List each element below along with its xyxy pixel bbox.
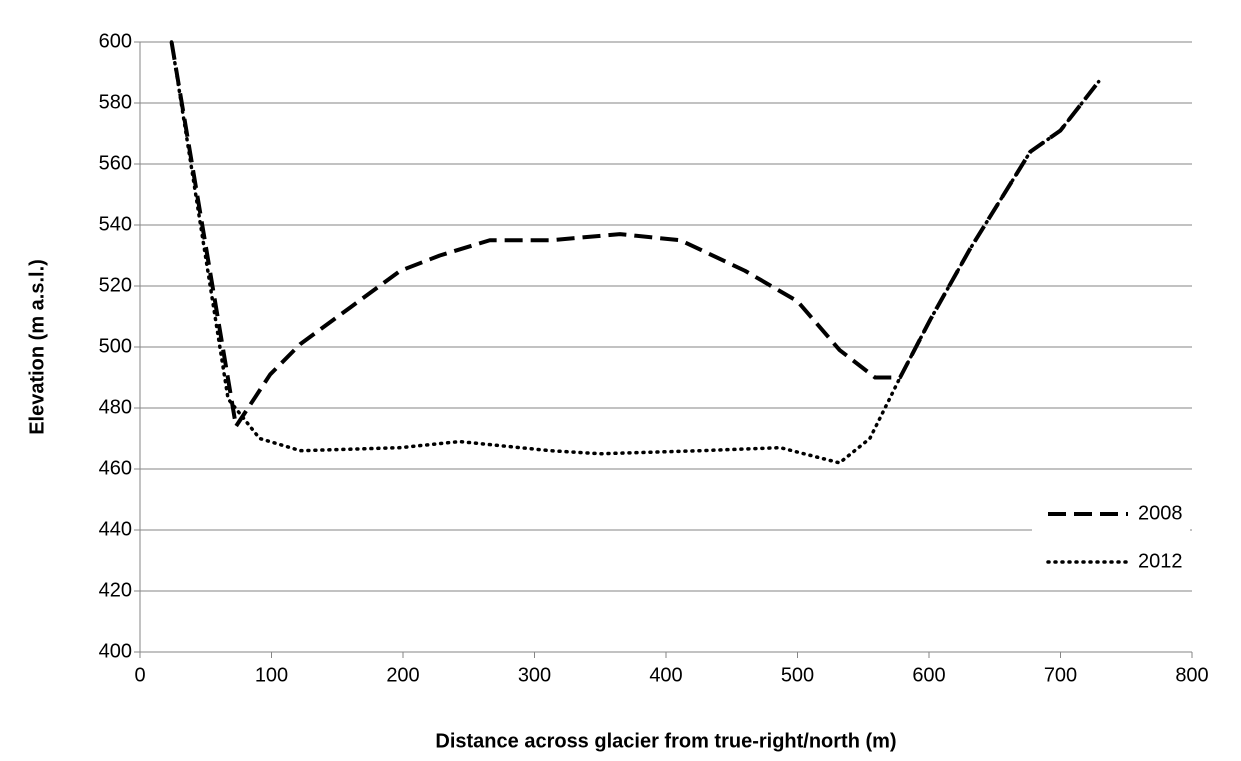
y-tick-label: 520 bbox=[99, 274, 132, 296]
x-tick-label: 600 bbox=[912, 664, 945, 686]
x-tick-label: 0 bbox=[134, 664, 145, 686]
x-tick-label: 400 bbox=[649, 664, 682, 686]
legend-label: 2008 bbox=[1138, 502, 1183, 524]
y-tick-label: 460 bbox=[99, 457, 132, 479]
y-tick-label: 440 bbox=[99, 518, 132, 540]
y-tick-label: 480 bbox=[99, 396, 132, 418]
legend-label: 2012 bbox=[1138, 550, 1183, 572]
series-line bbox=[169, 40, 1101, 465]
y-tick-label: 600 bbox=[99, 30, 132, 52]
y-tick-label: 560 bbox=[99, 152, 132, 174]
y-tick-label: 580 bbox=[99, 91, 132, 113]
y-tick-label: 400 bbox=[99, 640, 132, 662]
x-axis-title: Distance across glacier from true-right/… bbox=[435, 730, 896, 752]
y-tick-label: 540 bbox=[99, 213, 132, 235]
x-tick-label: 100 bbox=[255, 664, 288, 686]
x-tick-label: 800 bbox=[1175, 664, 1208, 686]
series-line bbox=[169, 41, 1101, 429]
y-tick-label: 500 bbox=[99, 335, 132, 357]
x-tick-label: 700 bbox=[1044, 664, 1077, 686]
x-tick-label: 300 bbox=[518, 664, 551, 686]
y-tick-label: 420 bbox=[99, 579, 132, 601]
x-tick-label: 500 bbox=[781, 664, 814, 686]
x-tick-label: 200 bbox=[386, 664, 419, 686]
y-axis-title: Elevation (m a.s.l.) bbox=[26, 259, 48, 435]
